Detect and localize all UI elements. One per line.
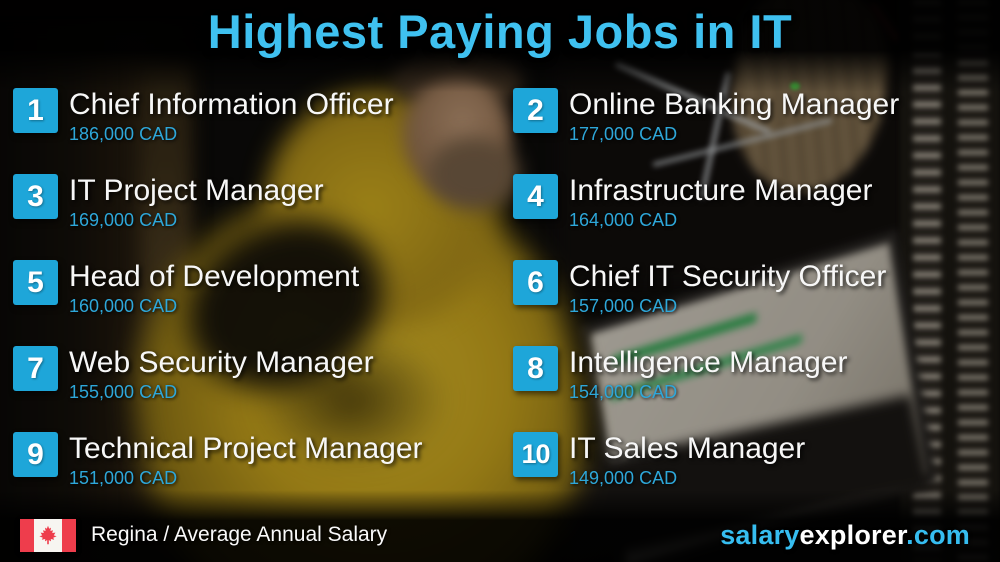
server-rack-ports <box>958 0 988 562</box>
job-title: Infrastructure Manager <box>569 174 873 207</box>
job-salary: 151,000 CAD <box>69 468 178 488</box>
job-salary: 186,000 CAD <box>69 124 178 144</box>
person-beard <box>428 138 520 210</box>
job-entry: 6 Chief IT Security Officer 157,000 CAD <box>500 256 1000 342</box>
job-title: IT Sales Manager <box>569 432 806 465</box>
job-title: Chief IT Security Officer <box>569 260 887 293</box>
job-entry: 10 IT Sales Manager 149,000 CAD <box>500 428 1000 514</box>
job-salary: 157,000 CAD <box>569 296 678 316</box>
rank-badge: 4 <box>513 174 558 219</box>
flag-red-band <box>62 518 76 552</box>
rank-badge: 1 <box>13 88 58 133</box>
job-title: Online Banking Manager <box>569 88 900 121</box>
rank-badge: 2 <box>513 88 558 133</box>
bottom-fade <box>0 490 1000 562</box>
job-title: IT Project Manager <box>69 174 324 207</box>
job-entry: 7 Web Security Manager 155,000 CAD <box>0 342 500 428</box>
job-title: Technical Project Manager <box>69 432 423 465</box>
job-entry: 5 Head of Development 160,000 CAD <box>0 256 500 342</box>
job-title: Head of Development <box>69 260 360 293</box>
job-salary: 169,000 CAD <box>69 210 178 230</box>
rank-badge: 5 <box>13 260 58 305</box>
job-entry: 4 Infrastructure Manager 164,000 CAD <box>500 170 1000 256</box>
location-label: Regina / Average Annual Salary <box>91 523 388 546</box>
brand-part-explorer: explorer <box>799 519 907 550</box>
jobs-list: 1 Chief Information Officer 186,000 CAD … <box>0 84 1000 514</box>
job-title: Intelligence Manager <box>569 346 848 379</box>
job-title: Web Security Manager <box>69 346 374 379</box>
rank-badge: 9 <box>13 432 58 477</box>
job-salary: 177,000 CAD <box>569 124 678 144</box>
job-salary: 160,000 CAD <box>69 296 178 316</box>
rank-badge: 8 <box>513 346 558 391</box>
rank-badge: 7 <box>13 346 58 391</box>
job-salary: 164,000 CAD <box>569 210 678 230</box>
footer-bar: Regina / Average Annual Salary salaryexp… <box>0 508 1000 562</box>
job-salary: 154,000 CAD <box>569 382 678 402</box>
flag-white-center <box>34 518 62 552</box>
job-title: Chief Information Officer <box>69 88 394 121</box>
brand-link[interactable]: salaryexplorer.com <box>720 520 970 551</box>
job-entry: 8 Intelligence Manager 154,000 CAD <box>500 342 1000 428</box>
top-fade <box>0 0 1000 92</box>
page-title: Highest Paying Jobs in IT <box>207 5 793 58</box>
job-salary: 149,000 CAD <box>569 468 678 488</box>
job-entry: 2 Online Banking Manager 177,000 CAD <box>500 84 1000 170</box>
maple-leaf-icon <box>39 525 57 545</box>
job-salary: 155,000 CAD <box>69 382 178 402</box>
job-entry: 3 IT Project Manager 169,000 CAD <box>0 170 500 256</box>
rank-badge: 10 <box>513 432 558 477</box>
job-entry: 1 Chief Information Officer 186,000 CAD <box>0 84 500 170</box>
flag-red-band <box>20 518 34 552</box>
rank-badge: 6 <box>513 260 558 305</box>
canada-flag-icon <box>20 518 76 552</box>
brand-part-com: .com <box>906 519 970 550</box>
rank-badge: 3 <box>13 174 58 219</box>
job-entry: 9 Technical Project Manager 151,000 CAD <box>0 428 500 514</box>
brand-part-salary: salary <box>720 519 800 550</box>
